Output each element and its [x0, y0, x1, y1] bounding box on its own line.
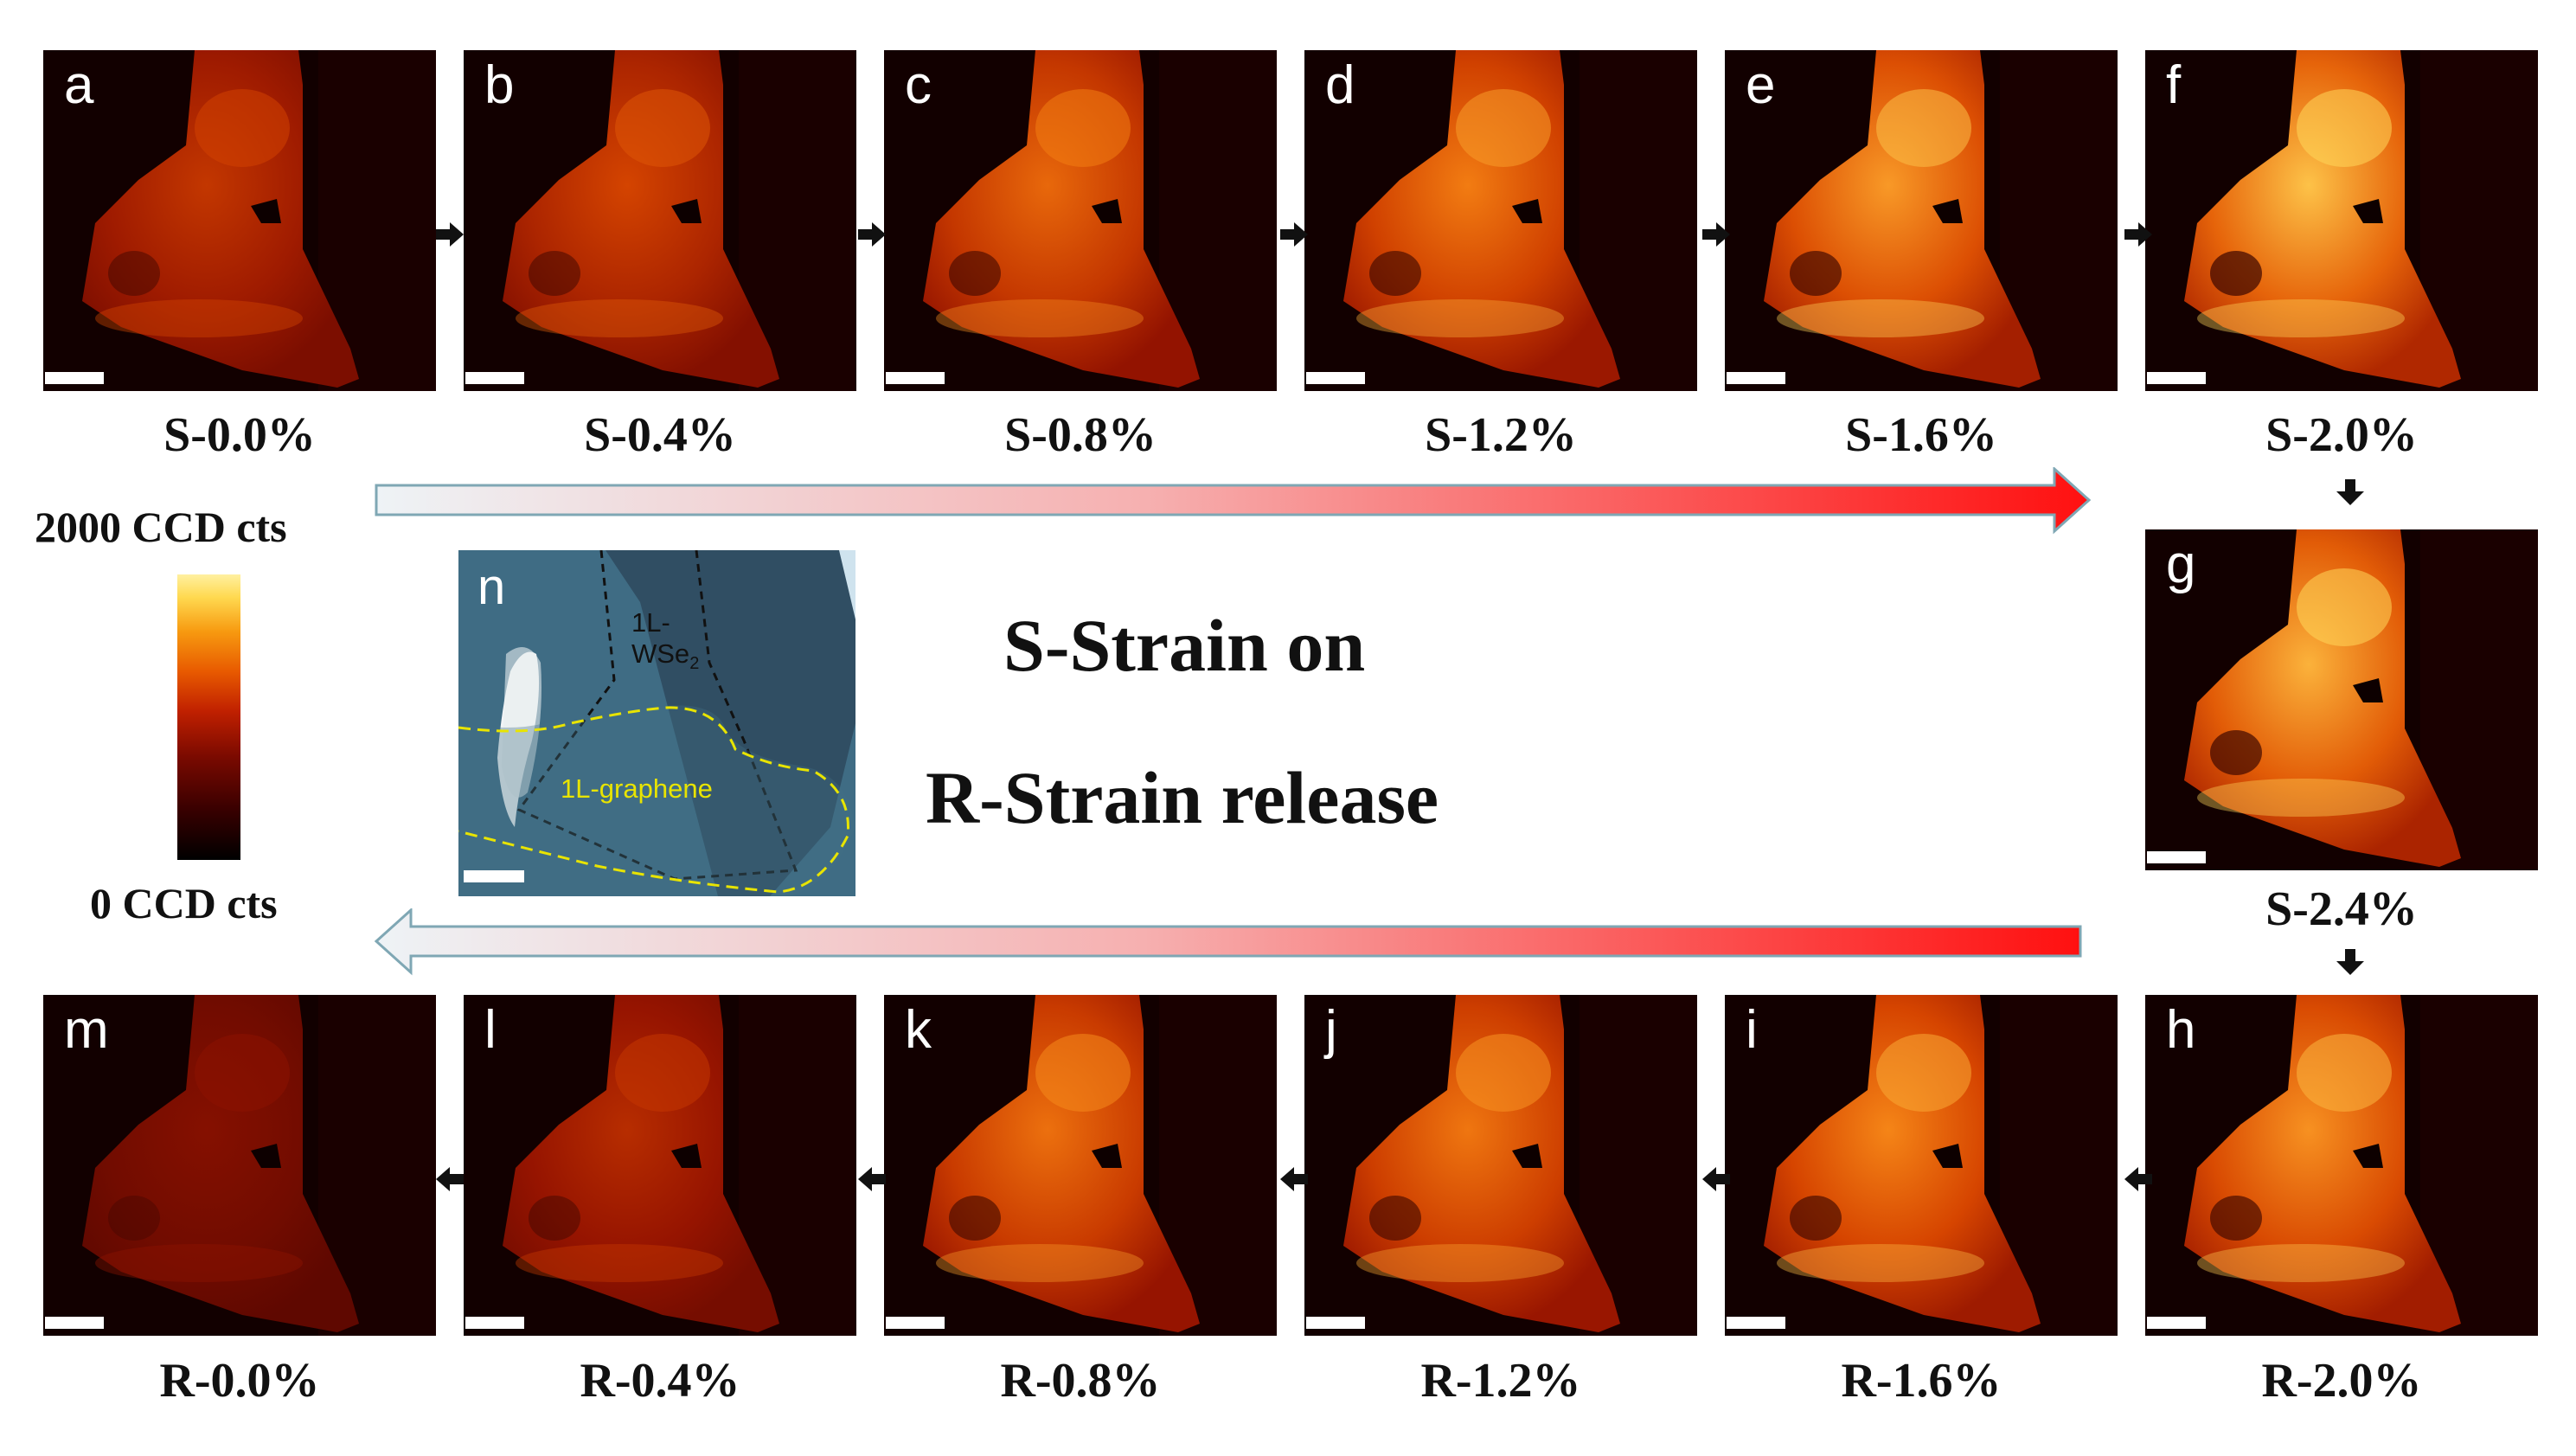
panel-label-e: S-1.6% — [1845, 408, 1997, 462]
optical-image-inset: n 1L- WSe2 1L-graphene — [458, 550, 855, 896]
panel-label-c: S-0.8% — [1004, 408, 1157, 462]
strain-on-arrow — [375, 467, 2092, 535]
panel-letter-j: j — [1325, 1000, 1337, 1060]
panel-letter-m: m — [64, 1000, 109, 1060]
scale-bar — [1306, 372, 1365, 384]
panel-label-d: S-1.2% — [1425, 408, 1577, 462]
scale-bar — [1727, 372, 1785, 384]
panel-label-f: S-2.0% — [2265, 408, 2418, 462]
scale-bar — [2147, 372, 2206, 384]
arrow-left-icon — [858, 1167, 886, 1191]
panel-letter-i: i — [1746, 1000, 1758, 1060]
strain-release-title: R-Strain release — [926, 756, 1439, 839]
panel-letter-h: h — [2166, 1000, 2196, 1060]
scale-bar — [1306, 1317, 1365, 1329]
panel-letter-l: l — [484, 1000, 497, 1060]
scale-bar — [2147, 1317, 2206, 1329]
pl-map-panel-j: j — [1304, 995, 1697, 1336]
wse2-label: 1L- WSe2 — [631, 607, 700, 673]
panel-label-a: S-0.0% — [163, 408, 316, 462]
arrow-left-icon — [1702, 1167, 1730, 1191]
panel-label-k: R-0.8% — [1000, 1354, 1161, 1408]
panel-label-m: R-0.0% — [159, 1354, 320, 1408]
pl-map-panel-l: l — [464, 995, 856, 1336]
scale-bar — [2147, 851, 2206, 863]
scale-bar — [465, 372, 524, 384]
pl-map-panel-k: k — [884, 995, 1277, 1336]
graphene-label: 1L-graphene — [561, 773, 713, 804]
arrow-left-icon — [2124, 1167, 2152, 1191]
panel-letter-c: c — [905, 55, 932, 115]
pl-map-panel-b: b — [464, 50, 856, 391]
arrow-right-icon — [1280, 222, 1308, 247]
panel-label-j: R-1.2% — [1420, 1354, 1581, 1408]
pl-map-panel-h: h — [2145, 995, 2538, 1336]
scale-bar — [886, 372, 945, 384]
arrow-right-icon — [2124, 222, 2152, 247]
scale-bar — [886, 1317, 945, 1329]
panel-label-g: S-2.4% — [2265, 882, 2418, 936]
pl-map-panel-f: f — [2145, 50, 2538, 391]
scale-bar — [464, 870, 524, 882]
pl-map-panel-g: g — [2145, 529, 2538, 870]
pl-map-panel-c: c — [884, 50, 1277, 391]
pl-map-panel-m: m — [43, 995, 436, 1336]
arrow-right-icon — [858, 222, 886, 247]
panel-label-i: R-1.6% — [1841, 1354, 2002, 1408]
strain-on-title: S-Strain on — [1003, 604, 1366, 687]
pl-map-panel-a: a — [43, 50, 436, 391]
panel-letter-a: a — [64, 55, 94, 115]
scale-bar — [45, 1317, 104, 1329]
pl-map-panel-e: e — [1725, 50, 2118, 391]
arrow-right-icon — [436, 222, 464, 247]
pl-map-panel-i: i — [1725, 995, 2118, 1336]
scale-bar — [45, 372, 104, 384]
panel-label-b: S-0.4% — [584, 408, 736, 462]
panel-letter-b: b — [484, 55, 515, 115]
pl-map-panel-d: d — [1304, 50, 1697, 391]
panel-label-l: R-0.4% — [580, 1354, 740, 1408]
colorbar-max-label: 2000 CCD cts — [35, 503, 287, 551]
panel-letter-k: k — [905, 1000, 932, 1060]
panel-label-h: R-2.0% — [2261, 1354, 2422, 1408]
panel-letter-f: f — [2166, 55, 2182, 115]
scale-bar — [465, 1317, 524, 1329]
colorbar-min-label: 0 CCD cts — [90, 879, 278, 927]
panel-letter-g: g — [2166, 535, 2196, 594]
arrow-down-icon — [2336, 949, 2364, 975]
strain-release-arrow — [374, 908, 2082, 976]
panel-letter-e: e — [1746, 55, 1776, 115]
panel-letter-d: d — [1325, 55, 1355, 115]
arrow-left-icon — [1280, 1167, 1308, 1191]
panel-letter-n: n — [477, 559, 506, 615]
arrow-down-icon — [2336, 479, 2364, 505]
arrow-right-icon — [1702, 222, 1730, 247]
colorbar — [177, 574, 240, 860]
arrow-left-icon — [436, 1167, 464, 1191]
scale-bar — [1727, 1317, 1785, 1329]
